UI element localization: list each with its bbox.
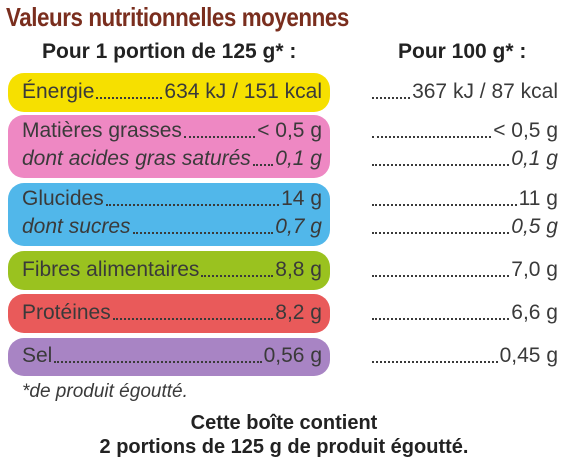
dot-leader [372,275,510,277]
row-label: Glucides [22,187,104,210]
row-proteines-portion: Protéines 8,2 g [22,301,322,325]
per100-value: 0,1 g [511,147,558,170]
column-header-100g: Pour 100 g* : [398,40,527,63]
per100-value: 7,0 g [511,258,558,281]
row-proteines-100g: 6,6 g [370,301,558,325]
row-label: Sel [22,344,53,367]
per100-value: < 0,5 g [493,119,558,142]
portion-value: 634 kJ / 151 kcal [164,80,322,103]
dot-leader [372,136,492,138]
row-satures-100g: 0,1 g [370,147,558,171]
matieres-grasses-block [8,115,330,178]
dot-leader [201,275,274,277]
dot-leader [183,136,256,138]
row-matieres-100g: < 0,5 g [370,119,558,143]
portion-value: 0,7 g [275,215,322,238]
row-glucides-100g: 11 g [370,187,558,211]
portion-value: 8,8 g [275,258,322,281]
portion-value: 14 g [281,187,322,210]
row-sucres-100g: 0,5 g [370,215,558,239]
per100-value: 367 kJ / 87 kcal [412,80,558,103]
row-label: Fibres alimentaires [22,258,200,281]
dot-leader [132,232,274,234]
row-energie-100g: 367 kJ / 87 kcal [370,80,558,104]
dot-leader [252,164,274,166]
dot-leader [372,204,517,206]
dot-leader [96,97,163,99]
row-fibres-100g: 7,0 g [370,258,558,282]
row-satures-portion: dont acides gras saturés 0,1 g [22,147,322,171]
portion-value: 0,1 g [275,147,322,170]
footnote: *de produit égoutté. [22,381,188,402]
portion-value: < 0,5 g [257,119,322,142]
proteines-block [8,294,330,333]
row-sucres-portion: dont sucres 0,7 g [22,215,322,239]
per100-value: 11 g [518,187,558,210]
row-glucides-portion: Glucides 14 g [22,187,322,211]
dot-leader [372,361,498,363]
dot-leader [372,164,510,166]
column-header-portion: Pour 1 portion de 125 g* : [42,40,297,63]
dot-leader [54,361,262,363]
per100-value: 0,5 g [511,215,558,238]
dot-leader [372,97,411,99]
box-contents-line-2: 2 portions de 125 g de produit égoutté. [99,436,469,458]
row-fibres-portion: Fibres alimentaires 8,8 g [22,258,322,282]
dot-leader [112,318,274,320]
sel-block [8,338,330,376]
dot-leader [372,318,510,320]
portion-value: 8,2 g [275,301,322,324]
row-label: dont acides gras saturés [22,147,251,170]
fibres-block [8,251,330,290]
row-sel-100g: 0,45 g [370,344,558,368]
row-label: Énergie [22,80,95,103]
row-sel-portion: Sel 0,56 g [22,344,322,368]
row-matieres-portion: Matières grasses < 0,5 g [22,119,322,143]
table-title: Valeurs nutritionnelles moyennes [6,2,349,32]
per100-value: 6,6 g [511,301,558,324]
portion-value: 0,56 g [263,344,322,367]
box-contents-line-1: Cette boîte contient [190,412,378,434]
per100-value: 0,45 g [499,344,558,367]
row-energie-portion: Énergie 634 kJ / 151 kcal [22,80,322,104]
dot-leader [105,204,280,206]
glucides-block [8,183,330,246]
energie-block [8,73,330,112]
dot-leader [372,232,510,234]
row-label: dont sucres [22,215,131,238]
row-label: Matières grasses [22,119,182,142]
row-label: Protéines [22,301,111,324]
